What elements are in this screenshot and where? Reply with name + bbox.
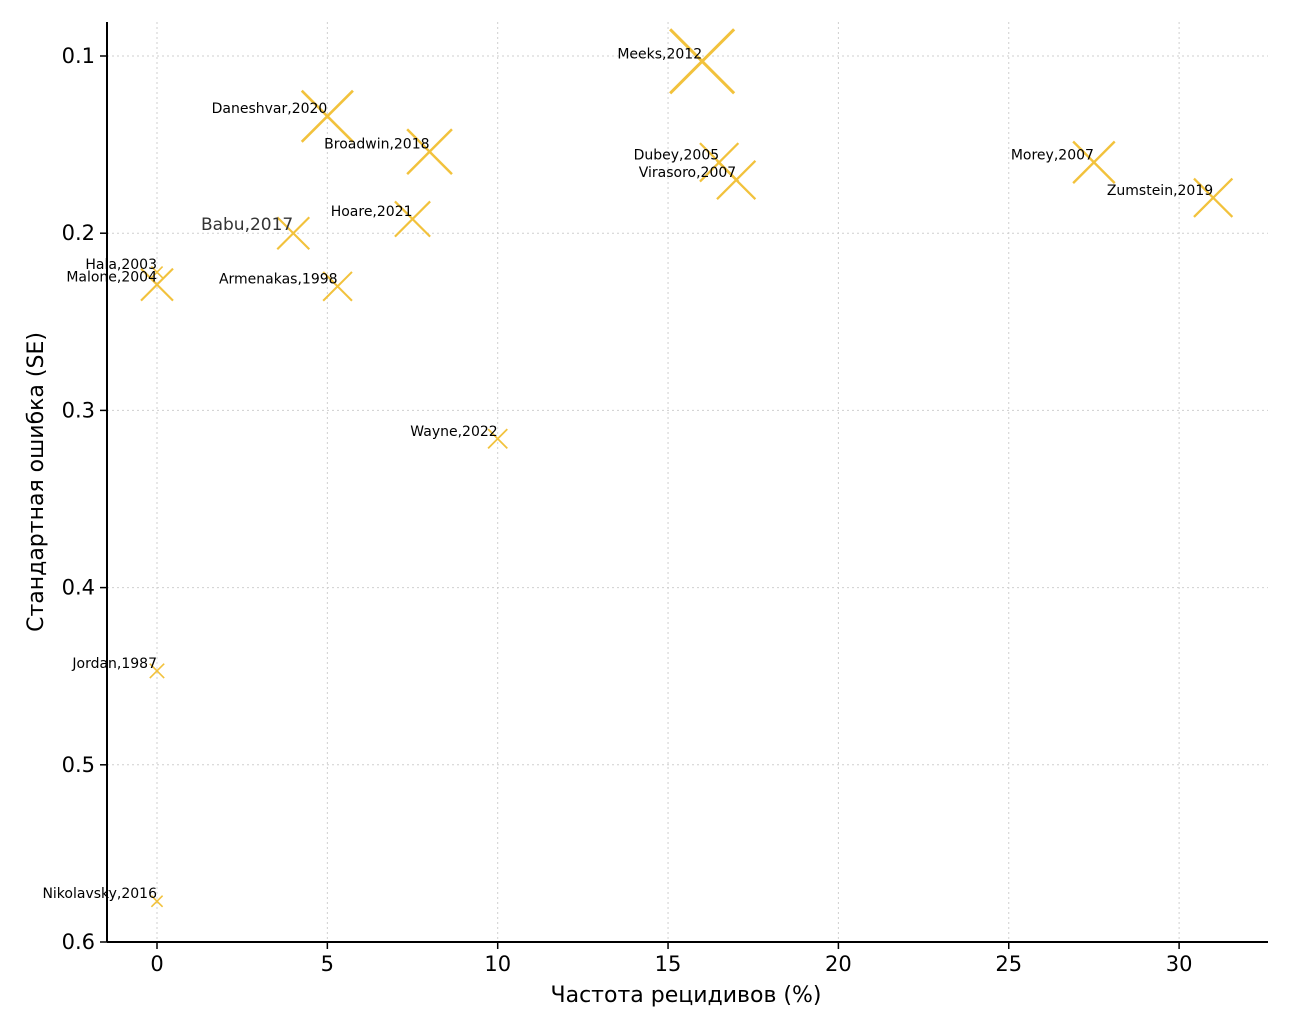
- marker-stroke: [149, 663, 165, 679]
- x-tick-label: 15: [655, 952, 682, 976]
- y-tick-label: 0.4: [62, 576, 95, 600]
- data-point-marker: [300, 89, 354, 143]
- marker-stroke: [150, 895, 164, 908]
- marker-stroke: [140, 267, 174, 302]
- data-point-label: Virasoro,2007: [639, 165, 736, 181]
- data-point-marker: [487, 428, 508, 449]
- data-point-marker: [669, 28, 736, 95]
- data-point-label: Broadwin,2018: [324, 137, 429, 153]
- data-point-marker: [150, 895, 164, 908]
- data-point-label: Armenakas,1998: [219, 271, 338, 287]
- data-point-marker: [394, 200, 431, 238]
- x-tick-label: 30: [1166, 952, 1193, 976]
- data-point-label: Jordan,1987: [71, 656, 157, 672]
- data-point-marker: [1072, 140, 1116, 184]
- x-tick-label: 20: [825, 952, 852, 976]
- x-axis-title: Частота рецидивов (%): [551, 983, 822, 1008]
- marker-stroke: [1072, 140, 1116, 184]
- y-tick-label: 0.2: [62, 221, 95, 245]
- data-point-marker: [322, 271, 353, 302]
- data-point-marker: [716, 160, 757, 201]
- marker-stroke: [716, 160, 757, 201]
- point-labels: Meeks,2012 Daneshvar,2020 Broadwin,2018 Dub…: [42, 46, 1213, 902]
- data-point-label: Hoare,2021: [331, 204, 413, 220]
- data-point-label: Babu,2017: [201, 215, 293, 235]
- y-tick-label: 0.5: [62, 753, 95, 777]
- data-point-marker: [149, 663, 165, 679]
- marker-stroke: [322, 271, 353, 302]
- x-tick-label: 25: [995, 952, 1022, 976]
- data-point-label: Malone,2004: [66, 270, 157, 286]
- x-tick-label: 0: [150, 952, 163, 976]
- y-axis-title: Стандартная ошибка (SE): [24, 332, 49, 632]
- data-markers: [140, 28, 1234, 908]
- marker-stroke: [276, 216, 311, 250]
- data-point-label: Zumstein,2019: [1107, 183, 1213, 199]
- marker-stroke: [1193, 177, 1234, 218]
- data-point-label: Wayne,2022: [410, 424, 497, 440]
- data-point-marker: [140, 267, 174, 302]
- y-tick-label: 0.6: [62, 930, 95, 954]
- data-point-marker: [150, 266, 164, 279]
- data-point-label: Nikolavsky,2016: [42, 886, 157, 902]
- data-point-label: Morey,2007: [1011, 147, 1094, 163]
- data-point-marker: [1193, 177, 1234, 218]
- data-point-label: Dubey,2005: [634, 147, 720, 163]
- x-tick-label: 5: [321, 952, 334, 976]
- axes: 0 5 10 15 20 25 30 0.1 0.2 0.3 0.4 0.5 0.6: [62, 22, 1268, 976]
- data-point-marker: [276, 216, 311, 250]
- marker-stroke: [394, 200, 431, 238]
- marker-stroke: [150, 266, 164, 279]
- x-tick-label: 10: [484, 952, 511, 976]
- data-point-label: Hala,2003: [85, 257, 157, 273]
- marker-stroke: [487, 428, 508, 449]
- y-tick-label: 0.1: [62, 44, 95, 68]
- y-tick-label: 0.3: [62, 398, 95, 422]
- marker-stroke: [669, 28, 736, 95]
- marker-stroke: [300, 89, 354, 143]
- data-point-marker: [406, 128, 453, 175]
- marker-stroke: [406, 128, 453, 175]
- data-point-label: Meeks,2012: [617, 46, 702, 62]
- data-point-label: Daneshvar,2020: [212, 101, 328, 117]
